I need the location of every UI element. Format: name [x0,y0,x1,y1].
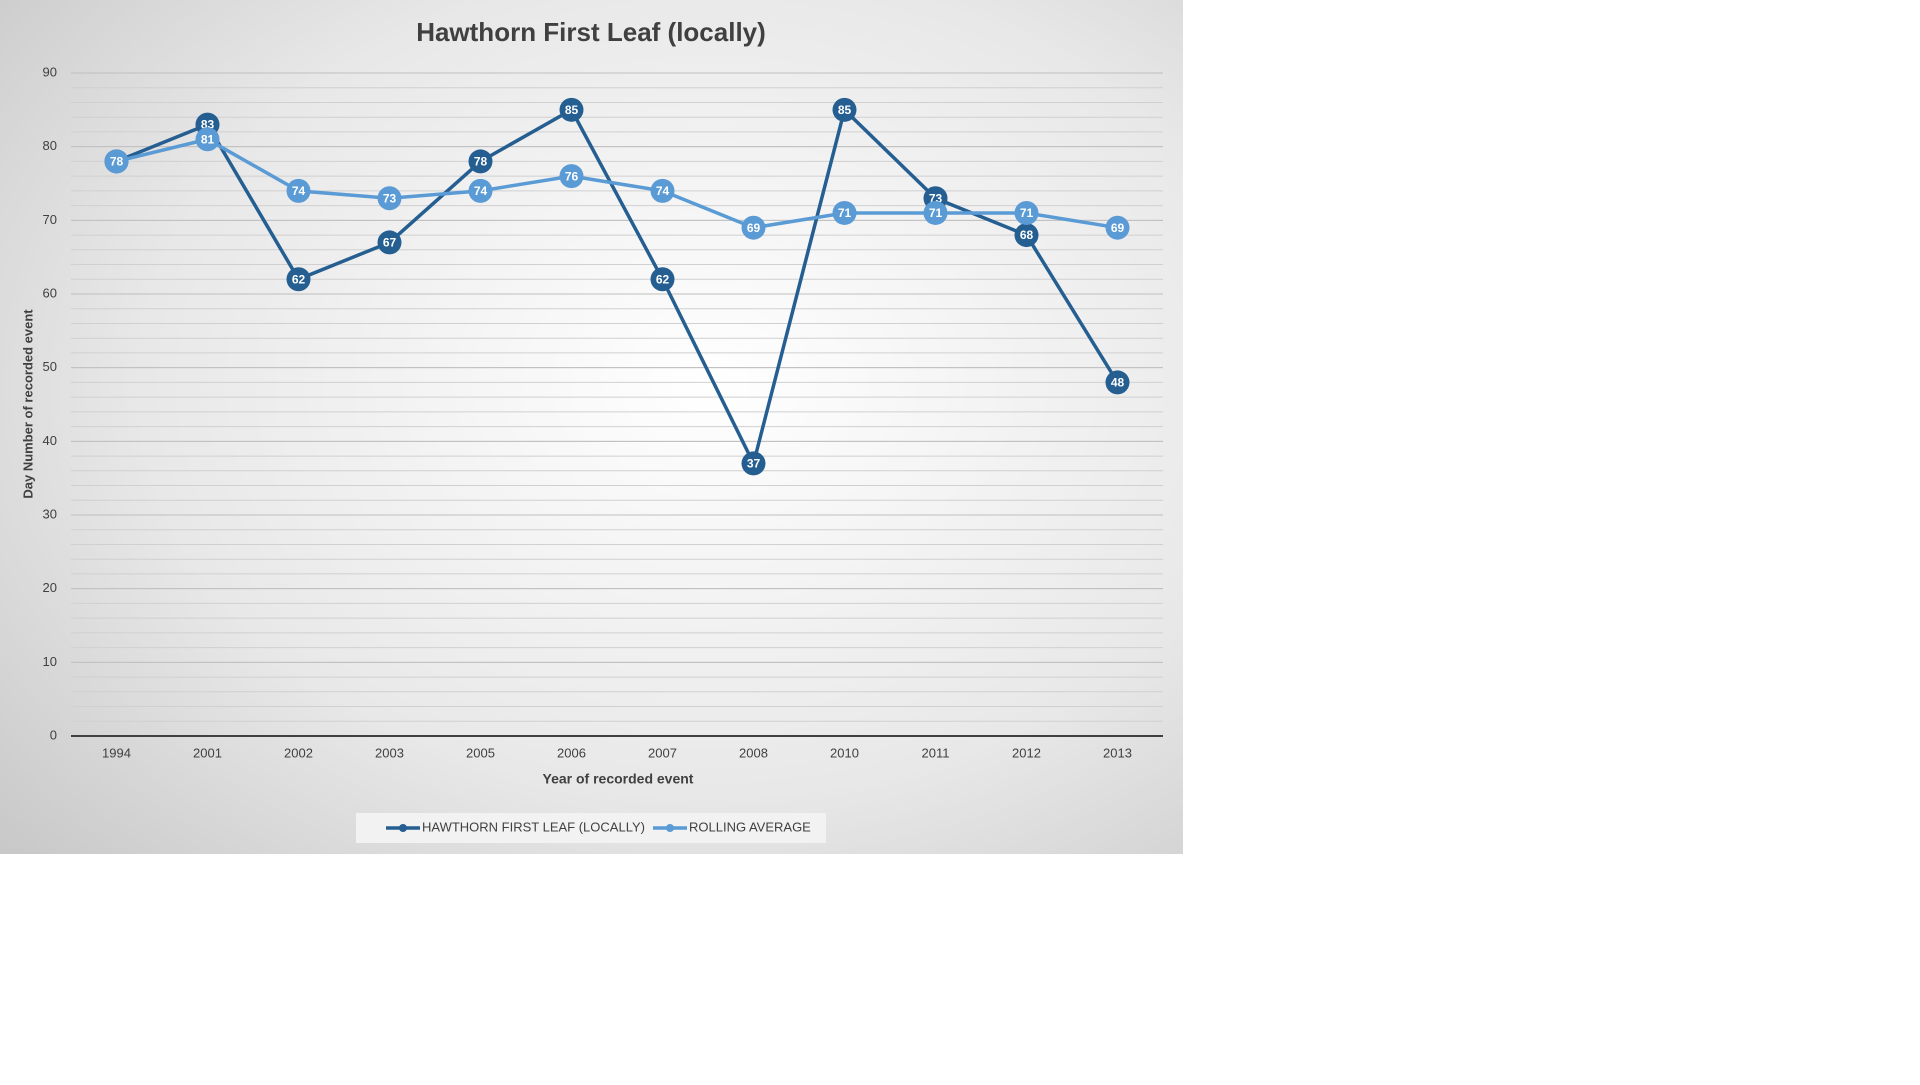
data-point [559,97,584,122]
x-tick-label: 2012 [1012,745,1041,760]
data-label: 74 [474,184,488,198]
data-point [1105,370,1130,395]
y-tick-label: 70 [43,212,57,227]
x-tick-label: 2003 [375,745,404,760]
x-tick-label: 2008 [739,745,768,760]
series-line [116,137,1118,230]
y-tick-label: 0 [50,727,57,742]
legend-label: HAWTHORN FIRST LEAF (LOCALLY) [422,819,645,834]
y-tick-label: 60 [43,285,57,300]
data-label: 73 [383,191,397,205]
data-label: 69 [747,221,761,235]
data-point [286,267,311,292]
data-point [1014,200,1039,225]
y-tick-label: 50 [43,359,57,374]
legend-marker [666,824,674,832]
data-point [377,186,402,211]
legend-box [356,813,826,843]
data-point [104,149,129,174]
data-point [741,215,766,240]
data-point [195,127,220,152]
legend-marker [399,824,407,832]
data-label: 74 [656,184,670,198]
data-point [559,164,584,189]
data-point [468,149,493,174]
data-point [286,178,311,203]
y-tick-label: 90 [43,64,57,79]
data-point [1105,215,1130,240]
data-point [1014,223,1039,248]
data-point [741,451,766,476]
data-label: 71 [838,206,852,220]
data-label: 85 [565,103,579,117]
data-label: 62 [292,272,306,286]
x-tick-label: 2013 [1103,745,1132,760]
x-tick-label: 2006 [557,745,586,760]
y-axis-label: Day Number of recorded event [20,309,35,499]
data-label: 68 [1020,228,1034,242]
x-tick-label: 2002 [284,745,313,760]
data-label: 67 [383,236,397,250]
data-label: 37 [747,457,761,471]
y-tick-label: 30 [43,506,57,521]
data-point [832,97,857,122]
y-tick-label: 80 [43,138,57,153]
x-tick-label: 2007 [648,745,677,760]
y-tick-label: 40 [43,433,57,448]
x-tick-label: 2001 [193,745,222,760]
data-point [832,200,857,225]
x-tick-label: 2005 [466,745,495,760]
legend-label: ROLLING AVERAGE [689,819,811,834]
series-line [115,106,1119,469]
data-label: 78 [110,155,124,169]
data-label: 69 [1111,221,1125,235]
data-label: 74 [292,184,306,198]
data-label: 76 [565,169,579,183]
chart-title: Hawthorn First Leaf (locally) [416,17,766,47]
data-point [650,178,675,203]
x-tick-label: 2011 [922,745,950,760]
data-label: 48 [1111,376,1125,390]
data-label: 78 [474,155,488,169]
data-point [377,230,402,255]
x-tick-label: 1994 [102,745,131,760]
data-label: 71 [929,206,943,220]
data-point [468,178,493,203]
y-tick-label: 10 [43,654,57,669]
data-point [923,200,948,225]
data-label: 62 [656,272,670,286]
y-tick-label: 20 [43,580,57,595]
data-label: 81 [201,132,215,146]
x-tick-label: 2010 [830,745,859,760]
data-label: 71 [1020,206,1034,220]
x-axis-label: Year of recorded event [543,771,694,787]
data-label: 85 [838,103,852,117]
data-point [650,267,675,292]
